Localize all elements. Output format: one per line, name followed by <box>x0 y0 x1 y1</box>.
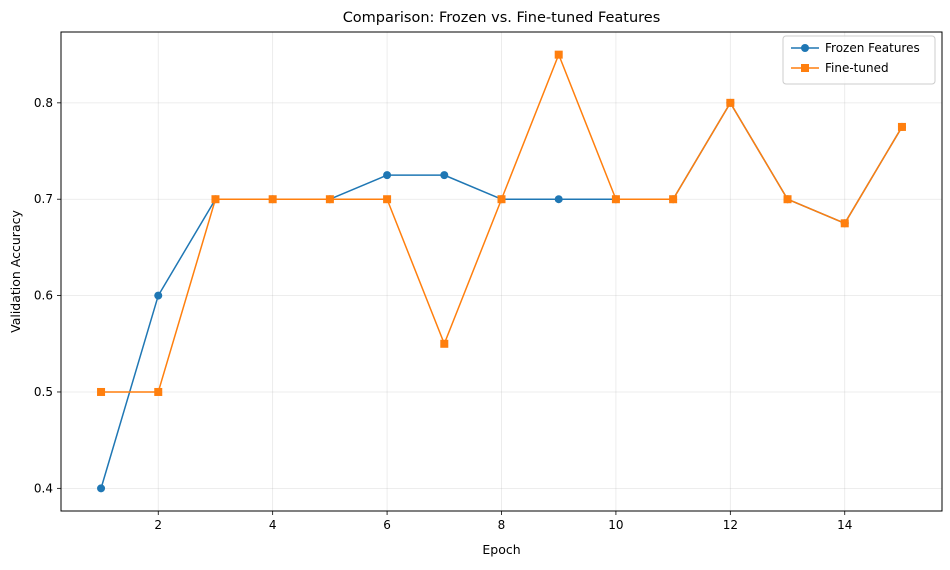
tick-layer: 2 4 6 8 10 12 14 0.4 0.5 0.6 0.7 0.8 <box>34 96 852 532</box>
data-point <box>611 195 620 204</box>
data-point <box>325 195 334 204</box>
y-tick-label: 0.8 <box>34 96 53 110</box>
data-point <box>497 195 506 204</box>
chart-title: Comparison: Frozen vs. Fine-tuned Featur… <box>343 10 661 26</box>
y-tick-label: 0.6 <box>34 289 53 303</box>
legend-item-finetuned: Fine-tuned <box>791 61 889 75</box>
data-point <box>840 219 849 228</box>
data-point <box>669 195 678 204</box>
data-point <box>97 484 106 493</box>
legend-marker-frozen <box>801 44 809 52</box>
x-tick-label: 6 <box>383 518 391 532</box>
x-tick-label: 14 <box>837 518 852 532</box>
x-tick-label: 4 <box>269 518 277 532</box>
y-tick-label: 0.4 <box>34 481 53 495</box>
data-point <box>440 171 449 180</box>
data-point <box>211 195 220 204</box>
x-tick-label: 12 <box>723 518 738 532</box>
series-fine-tuned <box>97 50 906 396</box>
data-point <box>440 339 449 348</box>
data-point <box>554 195 563 204</box>
y-tick-label: 0.7 <box>34 192 53 206</box>
x-tick-label: 8 <box>498 518 506 532</box>
data-point <box>383 171 392 180</box>
data-point <box>897 122 906 131</box>
data-point <box>154 387 163 396</box>
x-axis-label: Epoch <box>482 542 520 557</box>
legend-box <box>782 35 936 85</box>
data-point <box>154 291 163 300</box>
x-tick-label: 10 <box>608 518 623 532</box>
legend-marker-finetuned <box>801 64 809 72</box>
y-tick-label: 0.5 <box>34 385 53 399</box>
data-point <box>383 195 392 204</box>
legend-label-finetuned: Fine-tuned <box>825 61 889 75</box>
data-point <box>726 98 735 107</box>
data-point <box>268 195 277 204</box>
y-axis-label: Validation Accuracy <box>8 210 23 333</box>
x-tick-label: 2 <box>154 518 162 532</box>
legend-label-frozen: Frozen Features <box>825 41 920 55</box>
data-point <box>783 195 792 204</box>
data-point <box>554 50 563 59</box>
legend-item-frozen: Frozen Features <box>791 41 920 55</box>
legend: Frozen Features Fine-tuned <box>782 35 936 85</box>
data-point <box>97 387 106 396</box>
series-layer <box>97 50 906 493</box>
grid-layer <box>61 32 942 511</box>
